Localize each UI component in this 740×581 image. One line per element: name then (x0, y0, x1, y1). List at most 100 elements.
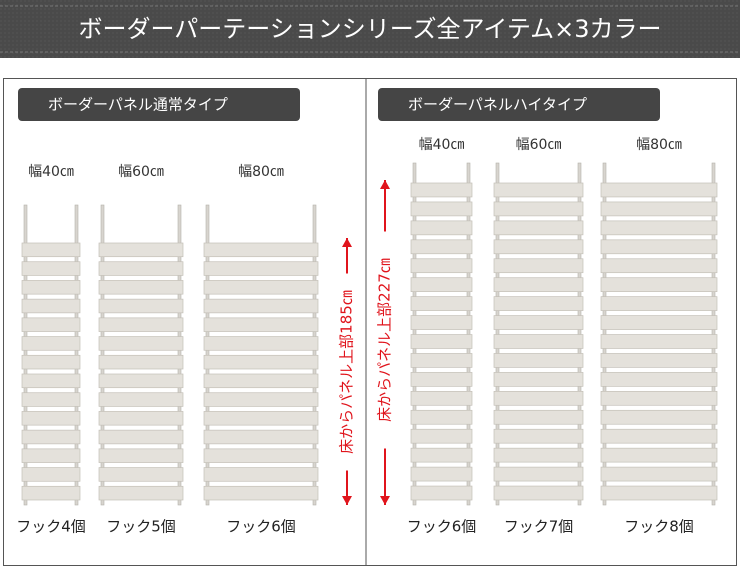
pole (711, 162, 716, 506)
slat (493, 315, 584, 330)
slat (493, 409, 584, 425)
slat (410, 201, 473, 217)
slat (410, 353, 473, 368)
slat (410, 334, 473, 349)
slat (410, 409, 473, 425)
width-label: 幅60㎝ (118, 164, 164, 180)
slat (410, 182, 473, 198)
slat (600, 277, 718, 292)
hook-label: フック4個 (16, 518, 86, 536)
header-title: ボーダーパーテーションシリーズ全アイテム×3カラー (78, 15, 661, 43)
slat (98, 317, 184, 332)
slat (21, 373, 81, 389)
hook-label: フック6個 (226, 518, 296, 536)
slat (410, 296, 473, 311)
arrow-head (342, 238, 352, 247)
slat (493, 258, 584, 274)
slat (98, 392, 184, 407)
slat (600, 428, 718, 444)
hook-label: フック7個 (504, 518, 574, 536)
slat (600, 372, 718, 387)
pole (495, 162, 500, 506)
slat (21, 354, 81, 370)
arrow-head (380, 496, 390, 505)
slat (493, 201, 584, 217)
slat (493, 353, 584, 368)
slat (493, 447, 584, 463)
header-bar (0, 0, 740, 58)
slat (600, 485, 718, 501)
hook-label: フック8個 (624, 518, 694, 536)
slat (600, 466, 718, 482)
slat (21, 298, 81, 314)
slat (493, 485, 584, 501)
slat (203, 261, 319, 276)
slat (410, 258, 473, 274)
slat (600, 239, 718, 255)
slat (203, 429, 319, 445)
slat (203, 448, 319, 463)
slat (493, 296, 584, 311)
slat (203, 373, 319, 389)
slat (410, 315, 473, 330)
slat (600, 315, 718, 330)
slat (203, 411, 319, 426)
pole (577, 162, 582, 506)
slat (203, 485, 319, 501)
width-label: 幅80㎝ (238, 164, 284, 180)
slat (493, 391, 584, 406)
slat (410, 485, 473, 501)
slat (98, 280, 184, 295)
section-label: ボーダーパネルハイタイプ (408, 96, 587, 114)
slat (600, 296, 718, 311)
section-label-box (18, 88, 300, 121)
slat (203, 280, 319, 295)
slat (98, 411, 184, 426)
slat (21, 467, 81, 482)
slat (203, 336, 319, 351)
slat (600, 391, 718, 406)
slat (410, 239, 473, 255)
slat (21, 261, 81, 276)
slat (410, 428, 473, 444)
slat (410, 220, 473, 236)
slat (410, 277, 473, 292)
slat (98, 242, 184, 258)
slat (600, 182, 718, 198)
height-note: 床からパネル上部227㎝ (376, 258, 394, 422)
slat (203, 298, 319, 314)
slat (600, 353, 718, 368)
slat (493, 277, 584, 292)
slat (21, 392, 81, 407)
width-label: 幅40㎝ (419, 137, 465, 153)
slat (410, 466, 473, 482)
slat (21, 448, 81, 463)
slat (493, 334, 584, 349)
section-label-box (378, 88, 660, 121)
width-label: 幅60㎝ (516, 137, 562, 153)
slat (98, 429, 184, 445)
slat (600, 447, 718, 463)
slat (21, 485, 81, 501)
slat (203, 317, 319, 332)
section-label: ボーダーパネル通常タイプ (48, 96, 228, 114)
frame (3, 78, 737, 566)
slat (600, 258, 718, 274)
slat (98, 467, 184, 482)
slat (600, 334, 718, 349)
slat (600, 220, 718, 236)
width-label: 幅80㎝ (636, 137, 682, 153)
slat (203, 242, 319, 258)
width-label: 幅40㎝ (28, 164, 74, 180)
slat (493, 428, 584, 444)
slat (493, 372, 584, 387)
pole (466, 162, 471, 506)
pole (602, 162, 607, 506)
slat (98, 485, 184, 501)
slat (98, 298, 184, 314)
slat (493, 466, 584, 482)
hook-label: フック5個 (106, 518, 176, 536)
pole (412, 162, 417, 506)
slat (410, 447, 473, 463)
